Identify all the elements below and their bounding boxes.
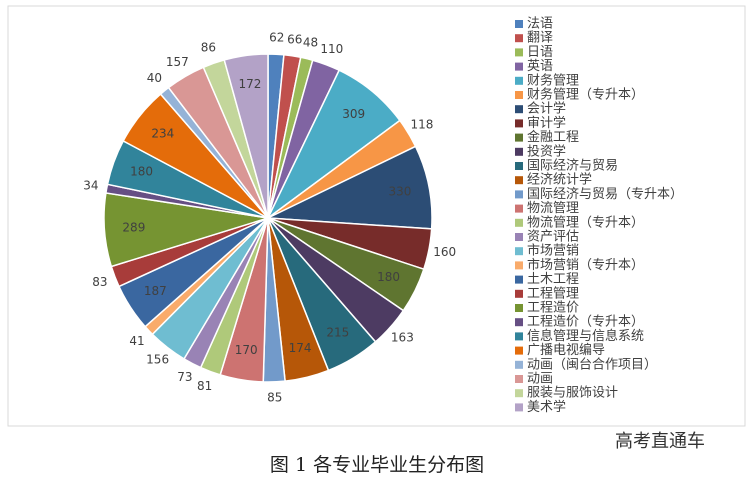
data-label: 40 bbox=[147, 71, 162, 85]
data-label: 309 bbox=[342, 107, 365, 121]
legend-swatch bbox=[515, 318, 523, 327]
data-label: 157 bbox=[166, 55, 189, 69]
data-label: 48 bbox=[303, 36, 318, 50]
data-label: 73 bbox=[177, 370, 192, 384]
legend-label: 工程造价（专升本） bbox=[527, 315, 644, 330]
data-label: 180 bbox=[377, 270, 400, 284]
data-label: 180 bbox=[130, 165, 153, 179]
data-label: 66 bbox=[287, 32, 302, 46]
data-label: 83 bbox=[92, 275, 107, 289]
legend-swatch bbox=[515, 48, 523, 57]
legend-swatch bbox=[515, 360, 523, 369]
legend-label: 投资学 bbox=[527, 143, 566, 159]
legend-label: 美术学 bbox=[527, 399, 566, 415]
legend-swatch bbox=[515, 233, 523, 241]
legend-label: 服装与服饰设计 bbox=[527, 386, 618, 401]
data-label: 174 bbox=[289, 341, 312, 355]
data-label: 81 bbox=[197, 379, 212, 393]
legend-label: 工程造价 bbox=[527, 301, 579, 316]
legend-swatch bbox=[515, 247, 523, 256]
legend-swatch bbox=[515, 261, 523, 270]
legend-label: 财务管理（专升本） bbox=[527, 87, 644, 103]
legend-label: 物流管理（专升本） bbox=[527, 215, 644, 230]
data-label: 85 bbox=[267, 390, 282, 404]
legend-label: 国际经济与贸易 bbox=[527, 159, 618, 174]
legend-swatch bbox=[515, 218, 523, 227]
legend-swatch bbox=[515, 62, 523, 71]
legend-label: 经济统计学 bbox=[527, 172, 592, 188]
legend-swatch bbox=[515, 147, 523, 156]
legend-swatch bbox=[515, 346, 523, 355]
legend-swatch bbox=[515, 403, 523, 412]
pie-slice bbox=[223, 53, 269, 219]
data-label: 41 bbox=[129, 334, 144, 348]
data-label: 160 bbox=[433, 245, 456, 259]
legend-label: 动画 bbox=[527, 372, 553, 387]
legend-label: 财务管理 bbox=[527, 72, 579, 88]
data-label: 156 bbox=[146, 353, 169, 367]
data-label: 234 bbox=[151, 127, 174, 141]
data-label: 170 bbox=[235, 343, 258, 357]
legend-label: 国际经济与贸易（专升本） bbox=[527, 187, 683, 202]
legend-label: 法语 bbox=[527, 17, 553, 32]
legend-label: 土木工程 bbox=[527, 272, 579, 287]
legend-label: 审计学 bbox=[527, 115, 566, 131]
legend-swatch bbox=[515, 119, 523, 128]
legend-label: 物流管理 bbox=[527, 201, 579, 216]
legend-label: 市场营销（专升本） bbox=[527, 257, 644, 273]
legend-label: 翻译 bbox=[527, 31, 553, 46]
legend-swatch bbox=[515, 304, 523, 312]
data-label: 62 bbox=[269, 31, 284, 45]
legend-swatch bbox=[515, 91, 523, 99]
legend-label: 工程管理 bbox=[527, 286, 579, 301]
data-label: 110 bbox=[320, 42, 343, 56]
data-label: 289 bbox=[122, 220, 145, 234]
legend-swatch bbox=[515, 76, 523, 85]
legend-label: 动画（闽台合作项目） bbox=[527, 357, 657, 372]
legend-swatch bbox=[515, 190, 523, 199]
legend-label: 市场营销 bbox=[527, 243, 579, 259]
legend-label: 日语 bbox=[527, 45, 553, 60]
data-label: 163 bbox=[391, 330, 414, 344]
legend-swatch bbox=[515, 20, 523, 28]
legend-label: 英语 bbox=[527, 59, 553, 74]
data-label: 86 bbox=[201, 41, 216, 55]
legend-label: 资产评估 bbox=[527, 230, 579, 245]
legend-swatch bbox=[515, 162, 523, 170]
data-label: 172 bbox=[238, 77, 261, 91]
legend-swatch bbox=[515, 204, 523, 213]
legend-swatch bbox=[515, 375, 523, 383]
legend-swatch bbox=[515, 176, 523, 185]
legend-label: 会计学 bbox=[527, 101, 566, 117]
legend-label: 广播电视编导 bbox=[527, 343, 605, 358]
legend-label: 金融工程 bbox=[527, 129, 579, 145]
legend-label: 信息管理与信息系统 bbox=[527, 328, 644, 344]
legend-swatch bbox=[515, 133, 523, 142]
legend-swatch bbox=[515, 275, 523, 284]
data-label: 215 bbox=[326, 325, 349, 339]
data-label: 330 bbox=[389, 185, 412, 199]
data-label: 118 bbox=[411, 117, 434, 131]
legend-swatch bbox=[515, 332, 523, 341]
watermark: 高考直通车 bbox=[615, 431, 705, 452]
legend-swatch bbox=[515, 34, 523, 43]
legend-swatch bbox=[515, 289, 523, 298]
data-label: 187 bbox=[144, 284, 167, 298]
legend-swatch bbox=[515, 105, 523, 114]
data-label: 34 bbox=[83, 178, 98, 192]
caption: 图 1 各专业毕业生分布图 bbox=[270, 454, 484, 476]
legend-swatch bbox=[515, 389, 523, 398]
